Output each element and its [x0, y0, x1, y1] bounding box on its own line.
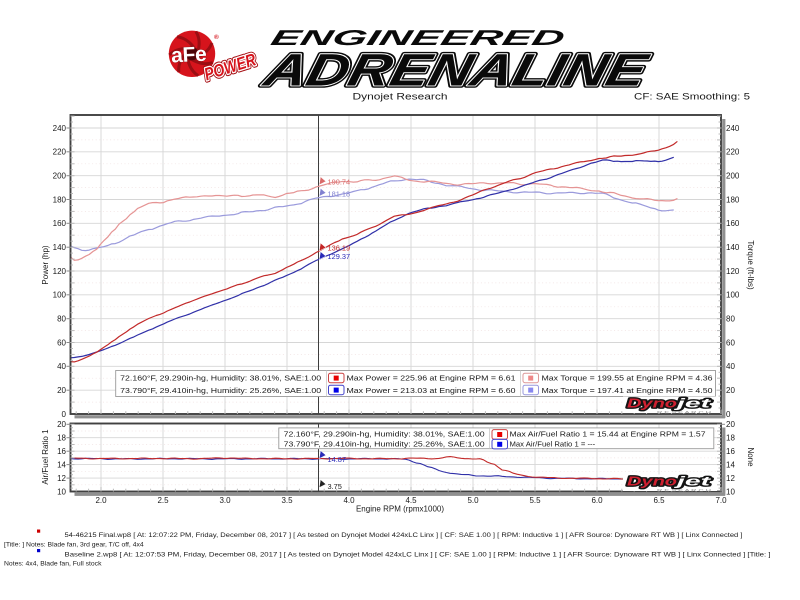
svg-text:16: 16	[726, 447, 735, 456]
svg-text:14.87: 14.87	[328, 455, 347, 464]
svg-text:120: 120	[726, 267, 740, 276]
svg-text:16: 16	[57, 447, 66, 456]
svg-text:180: 180	[53, 195, 67, 204]
svg-text:80: 80	[57, 314, 66, 323]
svg-text:R E S E A R C H: R E S E A R C H	[657, 488, 711, 493]
svg-text:180: 180	[726, 195, 740, 204]
svg-text:54-46215 Final.wp8 [ At: 12:07: 54-46215 Final.wp8 [ At: 12:07:22 PM, Fr…	[65, 532, 743, 539]
svg-text:160: 160	[53, 219, 67, 228]
svg-text:60: 60	[726, 338, 735, 347]
svg-text:Max Air/Fuel Ratio 1 = 15.44 a: Max Air/Fuel Ratio 1 = 15.44 at Engine R…	[510, 430, 706, 439]
svg-text:ADRENALINE: ADRENALINE	[258, 44, 654, 95]
svg-text:CF: SAE Smoothing: 5: CF: SAE Smoothing: 5	[634, 92, 750, 102]
svg-text:72.160°F, 29.290in-hg, Humidit: 72.160°F, 29.290in-hg, Humidity: 38.01%,…	[284, 430, 485, 439]
svg-text:ADRENALINE: ADRENALINE	[258, 44, 654, 95]
svg-text:jet: jet	[673, 474, 712, 489]
svg-text:5.5: 5.5	[529, 496, 541, 505]
svg-text:3.0: 3.0	[219, 496, 231, 505]
svg-text:Power (hp): Power (hp)	[41, 245, 50, 284]
svg-text:73.790°F, 29.410in-hg, Humidit: 73.790°F, 29.410in-hg, Humidity: 25.26%,…	[284, 440, 485, 449]
svg-text:140: 140	[53, 243, 67, 252]
svg-text:Max Torque = 199.55 at Engine: Max Torque = 199.55 at Engine RPM = 4.36	[542, 374, 713, 383]
svg-text:7.0: 7.0	[715, 496, 727, 505]
svg-text:Max Torque = 197.41 at Engine: Max Torque = 197.41 at Engine RPM = 4.50	[542, 386, 713, 395]
svg-text:3.75: 3.75	[328, 482, 342, 491]
svg-text:18: 18	[726, 434, 735, 443]
svg-text:ENGINEERED: ENGINEERED	[268, 26, 568, 51]
svg-text:jet: jet	[673, 396, 712, 411]
svg-text:®: ®	[214, 33, 219, 41]
svg-text:2.0: 2.0	[95, 496, 107, 505]
svg-text:Dyno: Dyno	[627, 396, 677, 411]
svg-text:60: 60	[57, 338, 66, 347]
svg-text:20: 20	[726, 420, 735, 429]
svg-text:Dyno: Dyno	[627, 396, 677, 411]
svg-text:0: 0	[62, 410, 67, 419]
svg-text:Baseline 2.wp8 [ At: 12:07:53: Baseline 2.wp8 [ At: 12:07:53 PM, Friday…	[65, 552, 771, 559]
svg-text:181.18: 181.18	[328, 189, 351, 198]
svg-text:20: 20	[57, 420, 66, 429]
svg-text:120: 120	[53, 267, 67, 276]
svg-text:Max Power = 225.96 at Engine R: Max Power = 225.96 at Engine RPM = 6.61	[347, 374, 516, 383]
svg-text:190.74: 190.74	[328, 177, 351, 186]
svg-text:18: 18	[57, 434, 66, 443]
svg-text:129.37: 129.37	[328, 252, 351, 261]
svg-text:80: 80	[726, 314, 735, 323]
svg-text:14: 14	[726, 460, 735, 469]
svg-text:240: 240	[726, 124, 740, 133]
svg-text:100: 100	[53, 291, 67, 300]
svg-text:Max Air/Fuel Ratio 1 = ---: Max Air/Fuel Ratio 1 = ---	[510, 440, 596, 449]
svg-text:220: 220	[726, 148, 740, 157]
svg-text:12: 12	[726, 474, 735, 483]
svg-text:12: 12	[57, 474, 66, 483]
svg-text:73.790°F, 29.410in-hg, Humidit: 73.790°F, 29.410in-hg, Humidity: 25.26%,…	[120, 386, 321, 395]
svg-text:Dyno: Dyno	[627, 474, 677, 489]
svg-text:20: 20	[726, 386, 735, 395]
svg-text:40: 40	[726, 362, 735, 371]
svg-text:Torque (ft-lbs): Torque (ft-lbs)	[746, 240, 755, 290]
svg-text:200: 200	[726, 171, 740, 180]
svg-text:4.5: 4.5	[405, 496, 417, 505]
svg-text:40: 40	[57, 362, 66, 371]
svg-text:0: 0	[726, 410, 731, 419]
svg-text:10: 10	[57, 487, 66, 496]
svg-text:140: 140	[726, 243, 740, 252]
svg-text:20: 20	[57, 386, 66, 395]
svg-text:Air/Fuel Ratio 1: Air/Fuel Ratio 1	[41, 429, 50, 485]
svg-text:6.5: 6.5	[653, 496, 665, 505]
svg-text:200: 200	[53, 171, 67, 180]
svg-text:R E S E A R C H: R E S E A R C H	[657, 410, 711, 415]
svg-text:ENGINEERED: ENGINEERED	[268, 26, 568, 51]
svg-text:136.19: 136.19	[328, 243, 351, 252]
svg-text:None: None	[746, 447, 755, 467]
svg-text:220: 220	[53, 148, 67, 157]
svg-text:Engine RPM (rpmx1000): Engine RPM (rpmx1000)	[356, 505, 444, 514]
svg-text:jet: jet	[673, 396, 712, 411]
svg-text:Max Power = 213.03 at Engine R: Max Power = 213.03 at Engine RPM = 6.60	[347, 386, 516, 395]
svg-text:72.160°F, 29.290in-hg, Humidit: 72.160°F, 29.290in-hg, Humidity: 38.01%,…	[120, 374, 321, 383]
svg-text:Dynojet Research: Dynojet Research	[353, 92, 448, 102]
svg-text:3.5: 3.5	[281, 496, 293, 505]
svg-text:14: 14	[57, 460, 66, 469]
svg-text:5.0: 5.0	[467, 496, 479, 505]
svg-text:240: 240	[53, 124, 67, 133]
svg-text:100: 100	[726, 291, 740, 300]
svg-text:4.0: 4.0	[343, 496, 355, 505]
svg-text:ADRENALINE: ADRENALINE	[258, 44, 654, 95]
svg-text:Dyno: Dyno	[627, 474, 677, 489]
svg-text:[Title: ] Notes: Blade fan, 3: [Title: ] Notes: Blade fan, 3rd gear, T/…	[4, 542, 144, 549]
svg-text:6.0: 6.0	[591, 496, 603, 505]
svg-text:160: 160	[726, 219, 740, 228]
svg-text:aFe: aFe	[171, 43, 207, 68]
svg-text:Notes: 4x4, Blade fan, Full st: Notes: 4x4, Blade fan, Full stock	[4, 561, 102, 568]
svg-text:jet: jet	[673, 474, 712, 489]
svg-text:10: 10	[726, 487, 735, 496]
svg-text:2.5: 2.5	[157, 496, 169, 505]
